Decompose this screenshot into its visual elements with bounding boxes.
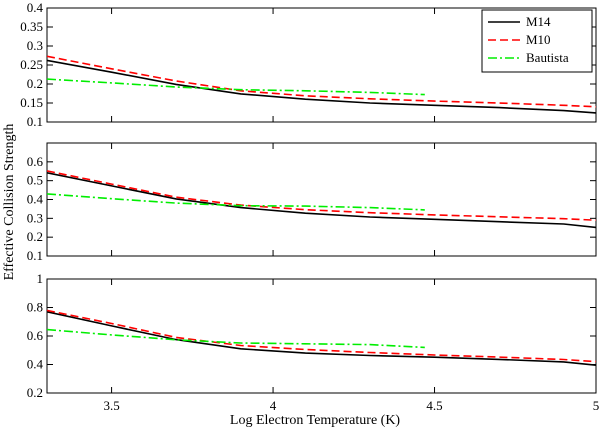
x-tick-label: 5 — [593, 398, 600, 413]
y-tick-label: 0.6 — [27, 328, 44, 343]
x-tick-label: 4 — [270, 398, 277, 413]
panel-3: 0.2 0.4 0.6 0.8 1 3.5 4 4.5 5 — [27, 271, 600, 413]
panel-2: 0.1 0.2 0.3 0.4 0.5 0.6 — [27, 142, 597, 263]
series-m14-line — [47, 59, 596, 114]
y-tick-label: 1 — [37, 271, 44, 286]
y-tick-label: 0.4 — [27, 357, 44, 372]
y-tick-label: 0.8 — [27, 300, 43, 315]
legend: M14 M10 Bautista — [481, 9, 593, 73]
y-tick-label: 0.6 — [27, 154, 44, 169]
legend-label-bautista: Bautista — [526, 50, 569, 65]
y-tick-label: 0.25 — [20, 57, 43, 72]
panel-1: 0.1 0.15 0.2 0.25 0.3 0.35 0.4 — [20, 0, 597, 129]
y-tick-label: 0.4 — [27, 192, 44, 207]
panel-frame — [46, 278, 597, 394]
y-tick-label: 0.2 — [27, 76, 43, 91]
x-axis-label: Log Electron Temperature (K) — [230, 413, 401, 428]
legend-box — [481, 9, 593, 73]
chart-panels: 0.10.150.20.250.30.350.40.10.20.30.40.50… — [20, 0, 599, 413]
x-tick-label: 3.5 — [103, 398, 119, 413]
legend-label-m14: M14 — [526, 14, 551, 29]
series-m10-line — [47, 170, 596, 221]
series-m10-line — [47, 55, 596, 108]
y-tick-label: 0.2 — [27, 385, 43, 400]
series-m14-line — [47, 311, 596, 366]
y-tick-label: 0.2 — [27, 229, 43, 244]
panel-frame — [46, 142, 597, 257]
series-m10-line — [47, 309, 596, 363]
y-tick-label: 0.15 — [20, 95, 43, 110]
y-axis-label: Effective Collision Strength — [2, 124, 17, 281]
y-tick-label: 0.4 — [27, 0, 44, 15]
y-tick-label: 0.1 — [27, 114, 43, 129]
legend-label-m10: M10 — [526, 32, 551, 47]
series-bautista-line — [47, 193, 425, 211]
y-tick-label: 0.3 — [27, 38, 43, 53]
y-tick-label: 0.1 — [27, 248, 43, 263]
x-tick-label: 4.5 — [426, 398, 442, 413]
series-m14-line — [47, 172, 596, 229]
y-tick-label: 0.35 — [20, 19, 43, 34]
series-bautista-line — [47, 328, 425, 349]
series-bautista-line — [47, 78, 425, 96]
y-tick-label: 0.3 — [27, 210, 43, 225]
y-tick-label: 0.5 — [27, 173, 43, 188]
